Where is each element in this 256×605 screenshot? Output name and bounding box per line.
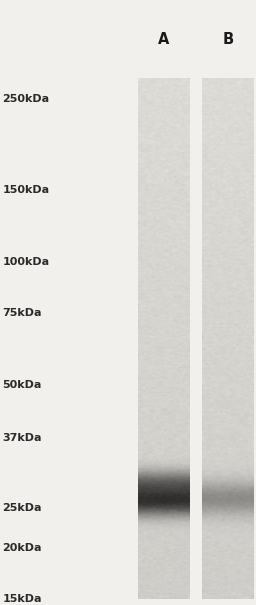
Text: B: B (222, 32, 233, 47)
Text: 37kDa: 37kDa (3, 433, 42, 443)
Text: 15kDa: 15kDa (3, 594, 42, 604)
Text: 20kDa: 20kDa (3, 543, 42, 553)
Text: 25kDa: 25kDa (3, 503, 42, 513)
Text: A: A (158, 32, 169, 47)
Text: 100kDa: 100kDa (3, 257, 50, 267)
Text: 50kDa: 50kDa (3, 380, 42, 390)
Text: 250kDa: 250kDa (3, 94, 50, 103)
Text: 75kDa: 75kDa (3, 308, 42, 318)
Text: 150kDa: 150kDa (3, 185, 50, 195)
